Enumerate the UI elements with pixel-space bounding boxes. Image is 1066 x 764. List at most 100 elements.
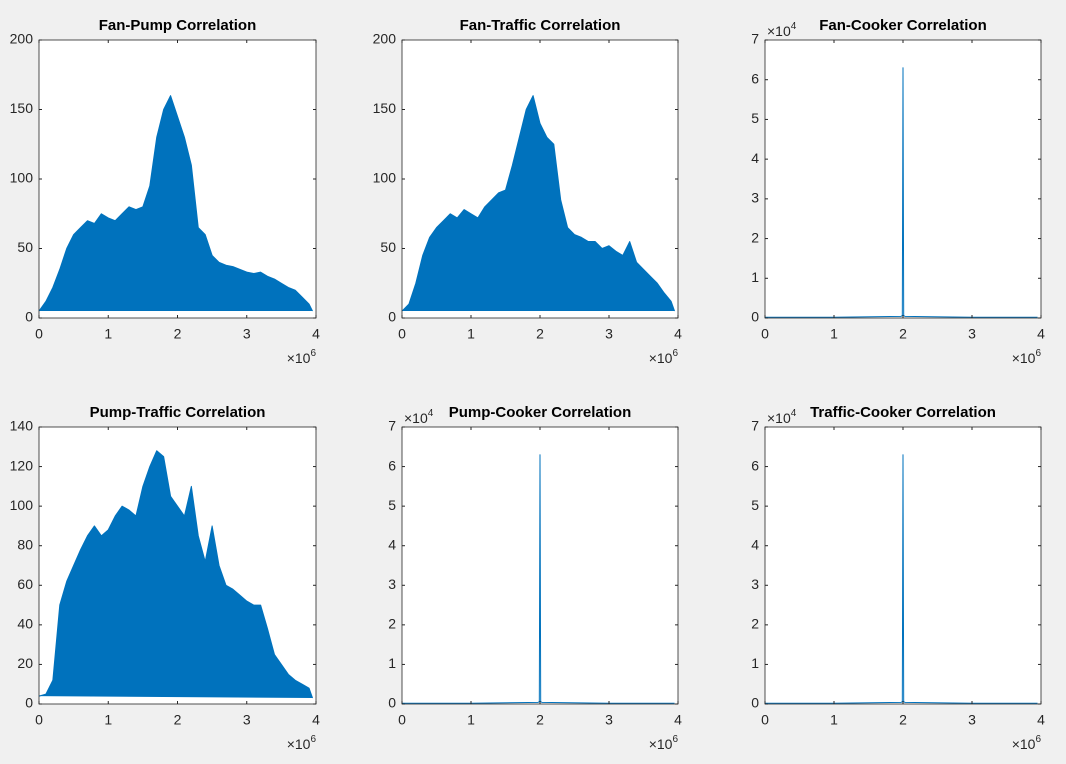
x-tick-label: 0 — [35, 712, 43, 728]
y-tick-label: 6 — [388, 457, 396, 473]
y-tick-label: 40 — [17, 616, 33, 632]
y-tick-label: 5 — [751, 110, 759, 126]
x-tick-label: 0 — [761, 326, 769, 342]
x-tick-label: 2 — [899, 712, 907, 728]
x-tick-label: 2 — [174, 712, 182, 728]
y-tick-label: 1 — [388, 655, 396, 671]
exponent-base: ×10 — [287, 350, 311, 366]
subplot: 0 1 2 3 4 0 1 2 3 4 5 6 7 Traffic-Cooker Correlation ×… — [751, 404, 1045, 752]
y-tick-label: 2 — [751, 616, 759, 632]
y-tick-label: 4 — [751, 150, 759, 166]
x-tick-label: 4 — [312, 712, 320, 728]
exponent-label: ×104 — [767, 408, 797, 426]
subplot: 0 1 2 3 4 0 50 100 150 200 Fan-Traffic Correlation… — [373, 17, 682, 366]
y-tick-label: 1 — [751, 269, 759, 285]
chart-title: Pump-Cooker Correlation — [449, 404, 632, 421]
x-tick-label: 1 — [467, 326, 475, 342]
exponent-base: ×10 — [1012, 736, 1036, 752]
y-tick-label: 20 — [17, 655, 33, 671]
x-tick-label: 2 — [536, 326, 544, 342]
exponent-base: ×10 — [1012, 350, 1036, 366]
x-tick-label: 2 — [174, 326, 182, 342]
y-tick-label: 0 — [388, 695, 396, 711]
x-tick-label: 4 — [1037, 326, 1045, 342]
y-tick-label: 50 — [380, 239, 396, 255]
y-tick-label: 4 — [388, 536, 396, 552]
x-tick-label: 4 — [1037, 712, 1045, 728]
y-tick-label: 3 — [388, 576, 396, 592]
exponent-power: 4 — [791, 408, 797, 419]
exponent-label: ×106 — [649, 348, 679, 366]
exponent-label: ×104 — [404, 408, 434, 426]
x-tick-label: 3 — [968, 712, 976, 728]
x-tick-label: 0 — [398, 712, 406, 728]
y-tick-label: 2 — [751, 229, 759, 245]
y-tick-label: 80 — [17, 536, 33, 552]
y-tick-label: 6 — [751, 70, 759, 86]
exponent-base: ×10 — [767, 410, 791, 426]
y-tick-label: 7 — [751, 418, 759, 434]
exponent-base: ×10 — [649, 736, 673, 752]
chart-title: Fan-Cooker Correlation — [819, 17, 987, 34]
data-line — [38, 95, 313, 312]
y-tick-label: 200 — [373, 31, 397, 47]
chart-title: Fan-Pump Correlation — [99, 17, 257, 34]
y-tick-label: 100 — [10, 170, 34, 186]
exponent-power: 4 — [791, 21, 797, 32]
y-tick-label: 3 — [751, 190, 759, 206]
exponent-label: ×106 — [1012, 348, 1042, 366]
y-tick-label: 0 — [25, 695, 33, 711]
exponent-base: ×10 — [767, 23, 791, 39]
y-tick-label: 1 — [751, 655, 759, 671]
x-tick-label: 2 — [536, 712, 544, 728]
x-tick-label: 4 — [674, 712, 682, 728]
x-tick-label: 1 — [830, 712, 838, 728]
y-tick-label: 100 — [10, 497, 34, 513]
x-tick-label: 0 — [761, 712, 769, 728]
y-tick-label: 3 — [751, 576, 759, 592]
y-tick-label: 0 — [751, 695, 759, 711]
y-tick-label: 4 — [751, 536, 759, 552]
y-tick-label: 0 — [25, 309, 33, 325]
exponent-label: ×104 — [767, 21, 797, 39]
exponent-base: ×10 — [287, 736, 311, 752]
x-tick-label: 1 — [467, 712, 475, 728]
x-tick-label: 3 — [605, 712, 613, 728]
x-tick-label: 0 — [398, 326, 406, 342]
exponent-label: ×106 — [287, 734, 317, 752]
subplot: 0 1 2 3 4 0 50 100 150 200 Fan-Pump Correlation ×10… — [10, 17, 320, 366]
chart-title: Fan-Traffic Correlation — [460, 17, 621, 34]
y-tick-label: 140 — [10, 418, 34, 434]
exponent-label: ×106 — [649, 734, 679, 752]
y-tick-label: 0 — [388, 309, 396, 325]
y-tick-label: 0 — [751, 309, 759, 325]
y-tick-label: 6 — [751, 457, 759, 473]
data-line — [765, 454, 1038, 704]
x-tick-label: 0 — [35, 326, 43, 342]
y-tick-label: 100 — [373, 170, 397, 186]
exponent-power: 6 — [1035, 348, 1041, 359]
y-tick-label: 5 — [751, 497, 759, 513]
exponent-power: 6 — [672, 734, 678, 745]
data-line — [765, 67, 1038, 318]
exponent-power: 4 — [428, 408, 434, 419]
data-line — [402, 454, 675, 704]
y-tick-label: 7 — [388, 418, 396, 434]
x-tick-label: 4 — [674, 326, 682, 342]
chart-title: Pump-Traffic Correlation — [90, 404, 266, 421]
x-tick-label: 4 — [312, 326, 320, 342]
chart-title: Traffic-Cooker Correlation — [810, 404, 996, 421]
y-tick-label: 120 — [10, 457, 34, 473]
exponent-label: ×106 — [287, 348, 317, 366]
exponent-power: 6 — [1035, 734, 1041, 745]
data-line — [401, 95, 676, 312]
y-tick-label: 150 — [10, 100, 34, 116]
exponent-base: ×10 — [404, 410, 428, 426]
y-tick-label: 7 — [751, 31, 759, 47]
x-tick-label: 1 — [830, 326, 838, 342]
x-tick-label: 3 — [968, 326, 976, 342]
data-line — [38, 450, 314, 699]
y-tick-label: 2 — [388, 616, 396, 632]
